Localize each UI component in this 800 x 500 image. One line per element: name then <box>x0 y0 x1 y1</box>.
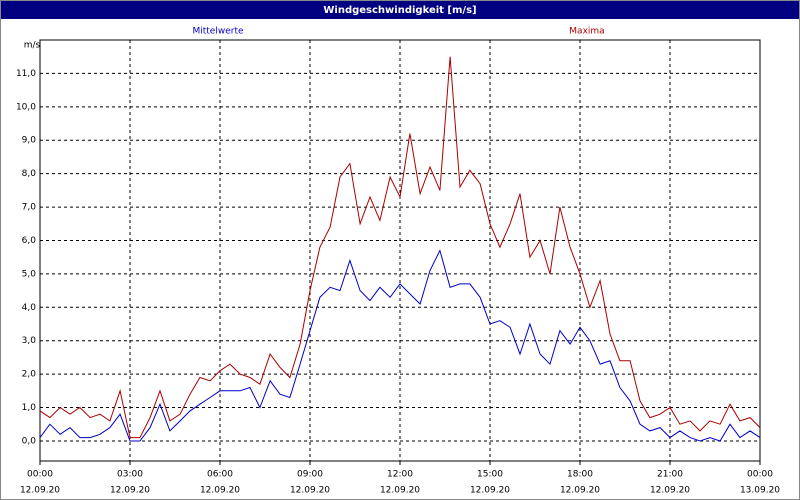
x-tick-date: 12.09.20 <box>650 486 690 496</box>
x-tick-label: 15:00 <box>477 470 503 480</box>
y-tick-label: 0,0 <box>22 436 37 446</box>
x-tick-date: 12.09.20 <box>380 486 420 496</box>
y-tick-label: 9,0 <box>22 136 37 146</box>
legend-label: Maxima <box>569 27 604 37</box>
x-tick-label: 09:00 <box>297 470 323 480</box>
y-axis-label: m/s <box>24 41 41 51</box>
x-tick-label: 00:00 <box>27 470 53 480</box>
y-tick-label: 6,0 <box>22 236 37 246</box>
y-tick-label: 3,0 <box>22 336 37 346</box>
x-tick-date: 12.09.20 <box>20 486 60 496</box>
x-tick-label: 21:00 <box>657 470 683 480</box>
chart-title: Windgeschwindigkeit [m/s] <box>323 5 476 16</box>
series-line <box>39 249 761 442</box>
x-tick-label: 12:00 <box>387 470 413 480</box>
x-tick-label: 18:00 <box>567 470 593 480</box>
x-tick-date: 12.09.20 <box>290 486 330 496</box>
y-tick-label: 8,0 <box>22 169 37 179</box>
x-tick-label: 06:00 <box>207 470 233 480</box>
legend-label: Mittelwerte <box>192 27 243 37</box>
series-line <box>39 56 761 439</box>
x-tick-date: 13.09.20 <box>740 486 780 496</box>
x-tick-label: 00:00 <box>747 470 773 480</box>
y-tick-label: 1,0 <box>22 403 37 413</box>
title-bar <box>0 0 800 19</box>
x-tick-date: 12.09.20 <box>560 486 600 496</box>
y-tick-label: 2,0 <box>22 370 37 380</box>
y-tick-label: 5,0 <box>22 269 37 279</box>
x-tick-date: 12.09.20 <box>200 486 240 496</box>
y-tick-label: 4,0 <box>22 303 37 313</box>
x-tick-label: 03:00 <box>117 470 143 480</box>
x-tick-date: 12.09.20 <box>110 486 150 496</box>
y-tick-label: 10,0 <box>16 102 36 112</box>
x-tick-date: 12.09.20 <box>470 486 510 496</box>
y-tick-label: 7,0 <box>22 203 37 213</box>
y-tick-label: 11,0 <box>16 69 36 79</box>
